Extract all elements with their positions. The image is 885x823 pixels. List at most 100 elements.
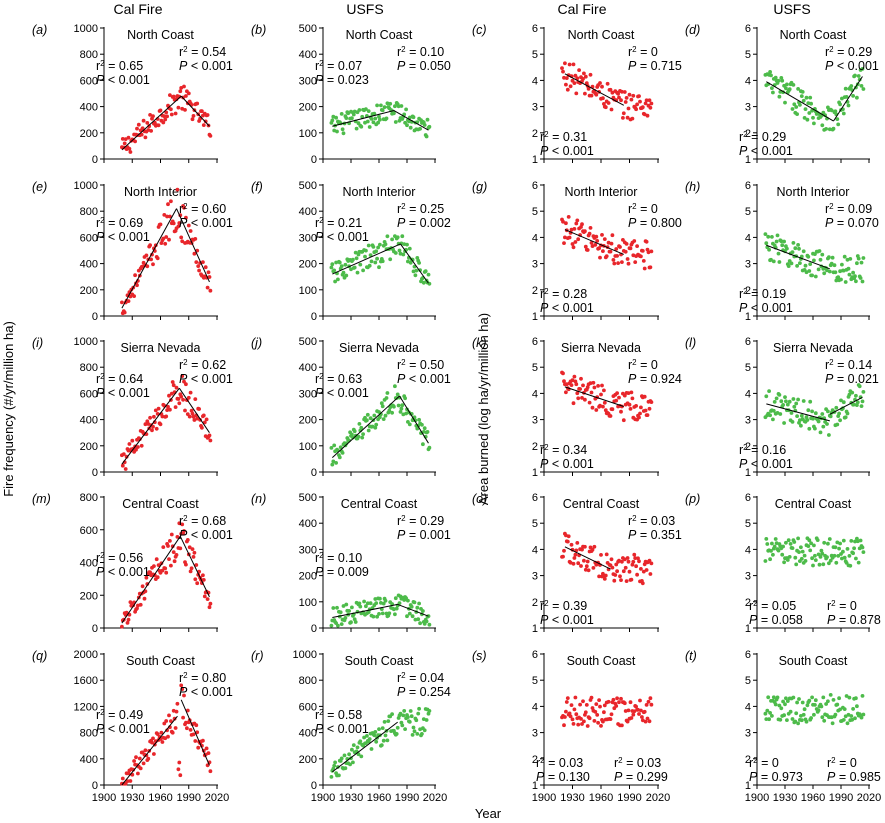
- data-point: [412, 729, 417, 734]
- data-point: [799, 556, 804, 561]
- data-point: [571, 561, 576, 566]
- data-point: [185, 538, 190, 542]
- data-point: [412, 600, 417, 605]
- data-point: [138, 602, 143, 607]
- data-point: [852, 546, 856, 551]
- stat-annotation: r2 = 0.58P < 0.001: [315, 708, 369, 737]
- data-point: [648, 265, 653, 270]
- data-point: [207, 605, 212, 610]
- data-point: [342, 753, 347, 758]
- data-point: [640, 581, 645, 586]
- data-point: [624, 96, 629, 100]
- data-point: [598, 403, 602, 408]
- data-point: [809, 101, 813, 106]
- data-point: [580, 547, 584, 552]
- data-point: [398, 410, 403, 414]
- data-point: [381, 601, 386, 606]
- data-point: [608, 414, 613, 418]
- data-point: [609, 557, 614, 562]
- data-point: [791, 695, 796, 700]
- stat-annotation: r2 = 0.03P = 0.130: [536, 756, 590, 785]
- stat-annotation: r2 = 0.04P = 0.254: [397, 671, 451, 700]
- data-point: [155, 575, 160, 580]
- data-point: [409, 604, 414, 609]
- data-point: [566, 215, 571, 219]
- data-point: [835, 702, 840, 707]
- data-point: [413, 273, 418, 278]
- data-point: [344, 602, 349, 607]
- data-point: [824, 126, 828, 131]
- data-point: [350, 116, 354, 121]
- y-tick-label: 1: [532, 780, 538, 792]
- y-tick-label: 2: [745, 597, 751, 609]
- data-point: [643, 719, 648, 724]
- data-point: [614, 562, 619, 567]
- data-point: [400, 723, 405, 728]
- data-point: [151, 424, 155, 429]
- data-point: [392, 404, 396, 409]
- data-point: [609, 712, 614, 717]
- data-point: [426, 272, 431, 277]
- p-value-text: P = 0.021: [825, 372, 879, 386]
- data-point: [167, 713, 171, 718]
- y-tick-label: 6: [745, 336, 751, 348]
- data-point: [826, 699, 830, 704]
- y-tick-label: 4: [532, 232, 538, 244]
- data-point: [188, 569, 193, 574]
- data-point: [825, 422, 829, 426]
- stat-annotation: r2 = 0.07P = 0.023: [315, 59, 369, 88]
- data-point: [124, 610, 129, 615]
- data-point: [646, 250, 651, 255]
- data-point: [385, 738, 390, 743]
- data-point: [608, 717, 613, 721]
- data-point: [410, 614, 415, 619]
- data-point: [616, 261, 620, 265]
- data-point: [793, 555, 798, 560]
- data-point: [828, 414, 833, 419]
- panel-o: 1 2 3 4 5 6 (o) Central Coast r2 = 0.03P = 0.351…: [472, 492, 682, 635]
- data-point: [773, 75, 778, 80]
- data-point: [164, 414, 169, 419]
- panel-label: (b): [251, 23, 266, 37]
- data-point: [393, 104, 397, 109]
- data-point: [813, 411, 818, 416]
- data-point: [782, 713, 786, 718]
- data-point: [832, 263, 837, 268]
- y-tick-label: 1: [745, 780, 751, 792]
- data-point: [632, 709, 637, 714]
- data-point: [594, 408, 599, 412]
- data-point: [336, 623, 340, 628]
- data-point: [403, 727, 407, 731]
- x-tick-label: 1930: [339, 792, 363, 804]
- data-point: [626, 106, 631, 111]
- data-point: [806, 254, 811, 259]
- stat-annotation: r2 = 0.64P < 0.001: [96, 372, 150, 401]
- data-point: [163, 566, 168, 571]
- data-point: [828, 693, 833, 697]
- data-point: [767, 717, 771, 722]
- stat-annotation: r2 = 0.28P < 0.001: [540, 287, 594, 316]
- data-point: [603, 408, 608, 413]
- data-point: [810, 556, 814, 561]
- p-value-text: P < 0.001: [739, 457, 793, 471]
- data-point: [794, 401, 799, 406]
- data-point: [827, 537, 832, 541]
- data-point: [158, 222, 163, 227]
- trend-line: [564, 386, 624, 407]
- data-point: [341, 131, 346, 136]
- data-point: [184, 382, 188, 387]
- data-point: [608, 87, 613, 92]
- data-point: [647, 98, 652, 103]
- data-point: [585, 559, 590, 564]
- data-point: [780, 78, 785, 83]
- data-point: [610, 90, 615, 95]
- data-point: [410, 257, 415, 262]
- r-squared-text: r2 = 0.29: [825, 45, 872, 60]
- data-point: [644, 568, 649, 572]
- y-tick-label: 0: [92, 780, 98, 792]
- data-point: [634, 564, 638, 569]
- data-point: [801, 399, 806, 403]
- data-point: [817, 562, 822, 567]
